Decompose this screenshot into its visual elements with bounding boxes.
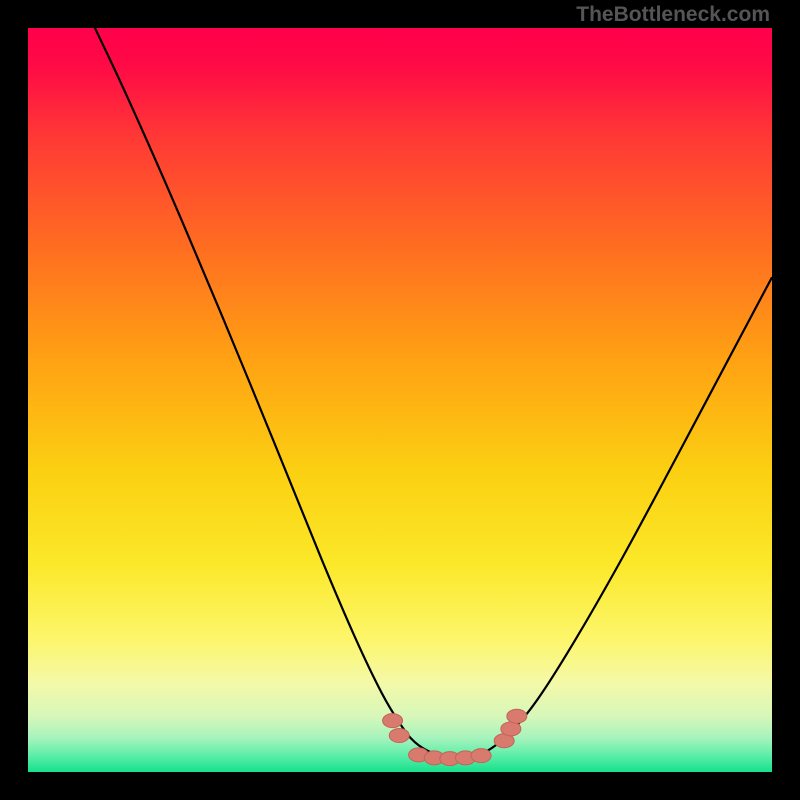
gradient-background — [28, 28, 772, 772]
chart-plot-area — [28, 28, 772, 772]
marker-bottom-4 — [471, 749, 491, 763]
watermark-text: TheBottleneck.com — [576, 3, 770, 27]
chart-svg — [28, 28, 772, 772]
marker-left-0 — [383, 714, 403, 728]
marker-right-1 — [501, 722, 521, 736]
chart-frame: TheBottleneck.com — [0, 0, 800, 800]
marker-left-1 — [389, 729, 409, 743]
marker-right-2 — [507, 709, 527, 723]
